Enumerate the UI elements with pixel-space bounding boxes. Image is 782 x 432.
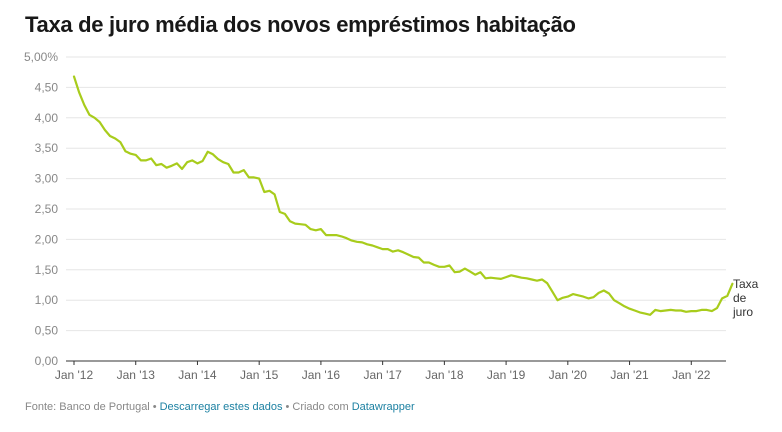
x-tick-label: Jan '19 (487, 368, 526, 382)
chart-footer: Fonte: Banco de Portugal • Descarregar est… (25, 401, 415, 413)
x-tick-label: Jan '21 (610, 368, 649, 382)
x-tick-label: Jan '12 (55, 368, 94, 382)
y-tick-label: 3,50 (35, 141, 59, 155)
created-with-label: Criado com (292, 401, 349, 413)
x-tick-label: Jan '15 (240, 368, 279, 382)
x-tick-label: Jan '20 (549, 368, 588, 382)
line-chart: 0,00 0,50 1,00 1,50 2,00 2,50 3,00 3,50 4,00 4,50… (24, 50, 759, 382)
separator-dot: • (285, 401, 290, 413)
x-tick-label: Jan '17 (363, 368, 402, 382)
y-tick-label: 0,50 (35, 324, 59, 338)
series-label: Taxa de juro (732, 277, 759, 319)
y-tick-label: 1,00 (35, 293, 59, 307)
y-tick-label: 2,50 (35, 202, 59, 216)
y-tick-label: 5,00% (24, 50, 58, 64)
x-tick-label: Jan '16 (302, 368, 341, 382)
y-tick-label: 0,00 (35, 354, 59, 368)
y-tick-label: 1,50 (35, 263, 59, 277)
separator-dot: • (152, 401, 157, 413)
x-tick-label: Jan '18 (425, 368, 464, 382)
x-tick-label: Jan '13 (117, 368, 156, 382)
y-tick-label: 2,00 (35, 232, 59, 246)
source-label: Fonte: Banco de Portugal (25, 401, 150, 413)
download-data-link[interactable]: Descarregar estes dados (159, 401, 283, 413)
x-tick-label: Jan '22 (672, 368, 711, 382)
x-tick-label: Jan '14 (178, 368, 217, 382)
chart-title: Taxa de juro média dos novos empréstimos… (25, 12, 576, 37)
y-tick-label: 4,50 (35, 80, 59, 94)
y-tick-label: 4,00 (35, 111, 59, 125)
y-tick-label: 3,00 (35, 172, 59, 186)
datawrapper-link[interactable]: Datawrapper (351, 401, 415, 413)
series-line-taxa-de-juro (72, 75, 734, 316)
